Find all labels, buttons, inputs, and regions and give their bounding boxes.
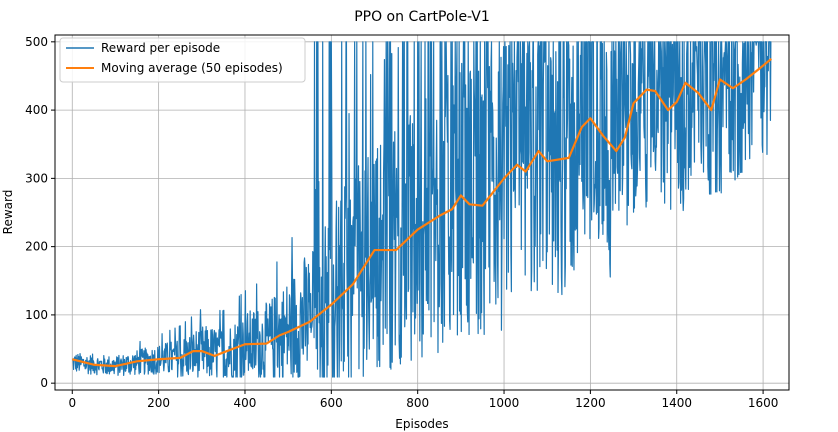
y-tick-label: 400 xyxy=(25,103,48,117)
x-tick-label: 1200 xyxy=(575,396,606,410)
x-tick-label: 200 xyxy=(147,396,170,410)
series-moving-average xyxy=(72,58,772,368)
x-axis-title: Episodes xyxy=(395,417,448,431)
x-tick-label: 400 xyxy=(234,396,257,410)
x-tick-label: 0 xyxy=(68,396,76,410)
y-tick-label: 100 xyxy=(25,308,48,322)
chart-title: PPO on CartPole-V1 xyxy=(354,9,490,25)
plot-frame xyxy=(54,34,790,391)
y-axis-title: Reward xyxy=(1,190,15,235)
legend-box xyxy=(59,37,306,83)
x-tick-label: 800 xyxy=(406,396,429,410)
x-tick-label: 1600 xyxy=(748,396,779,410)
x-tick-label: 1000 xyxy=(489,396,520,410)
legend: Reward per episode Moving average (50 ep… xyxy=(59,37,306,83)
y-tick-label: 300 xyxy=(25,171,48,185)
y-tick-label: 0 xyxy=(40,376,48,390)
legend-label-moving-average: Moving average (50 episodes) xyxy=(101,61,283,75)
legend-label-reward: Reward per episode xyxy=(101,41,220,55)
y-tick-label: 500 xyxy=(25,35,48,49)
series-layer xyxy=(71,41,772,378)
x-tick-label: 600 xyxy=(320,396,343,410)
series-reward-per-episode xyxy=(71,41,772,378)
ticks: 0 200 400 600 800 1000 1200 1400 1600 0 100 200 300 4… xyxy=(25,35,778,410)
x-tick-label: 1400 xyxy=(661,396,692,410)
y-tick-label: 200 xyxy=(25,240,48,254)
